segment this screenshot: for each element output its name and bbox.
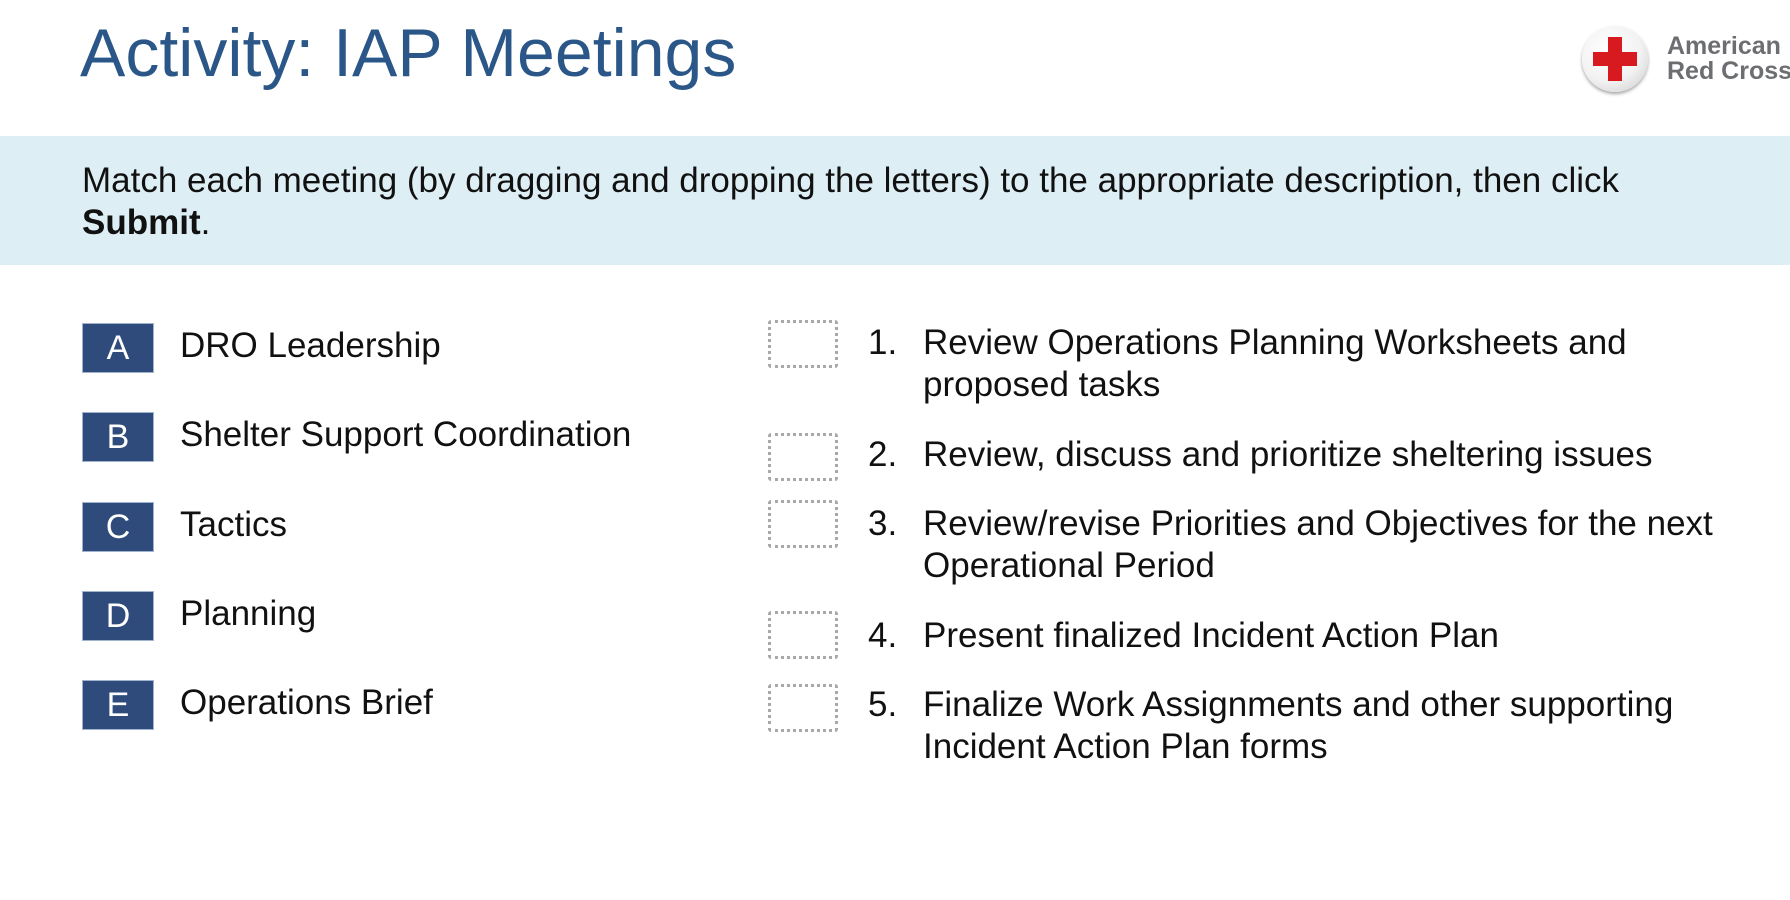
description-number: 4. (868, 616, 898, 655)
description-number: 5. (868, 685, 898, 724)
instructions-lead: Match each meeting (by dragging and drop… (82, 161, 1620, 200)
red-cross-icon (1582, 26, 1648, 92)
logo-line-1: American (1667, 32, 1781, 60)
instructions-text: Match each meeting (by dragging and drop… (82, 160, 1642, 244)
description-text: Present finalized Incident Action Plan (923, 616, 1499, 655)
description-text: Review Operations Planning Worksheets an… (923, 323, 1627, 404)
drop-zone-2[interactable] (768, 433, 838, 481)
choice-label-e: Operations Brief (180, 683, 433, 722)
page-title: Activity: IAP Meetings (80, 15, 737, 91)
letter-tile-b[interactable]: B (82, 412, 154, 462)
logo-line-2: Red Cross (1667, 57, 1790, 85)
description-text: Finalize Work Assignments and other supp… (923, 685, 1674, 766)
drop-zone-5[interactable] (768, 684, 838, 732)
description-number: 1. (868, 323, 898, 362)
drop-zone-3[interactable] (768, 500, 838, 548)
choice-label-d: Planning (180, 594, 317, 633)
drop-zone-1[interactable] (768, 320, 838, 368)
choice-label-c: Tactics (180, 505, 287, 544)
choice-label-a: DRO Leadership (180, 326, 441, 365)
instructions-submit-word: Submit (82, 203, 201, 242)
red-cross-logo: American Red Cross (1582, 26, 1790, 98)
letter-tile-a[interactable]: A (82, 323, 154, 373)
description-text: Review, discuss and prioritize shelterin… (923, 435, 1653, 474)
instructions-banner (0, 136, 1790, 265)
description-number: 3. (868, 504, 898, 543)
letter-tile-e[interactable]: E (82, 680, 154, 730)
choice-label-b: Shelter Support Coordination (180, 415, 632, 454)
instructions-end: . (200, 203, 211, 242)
drop-zone-4[interactable] (768, 611, 838, 659)
description-text: Review/revise Priorities and Objectives … (923, 504, 1713, 585)
letter-tile-d[interactable]: D (82, 591, 154, 641)
letter-tile-c[interactable]: C (82, 502, 154, 552)
description-number: 2. (868, 435, 898, 474)
logo-wordmark: American Red Cross (1667, 34, 1790, 84)
